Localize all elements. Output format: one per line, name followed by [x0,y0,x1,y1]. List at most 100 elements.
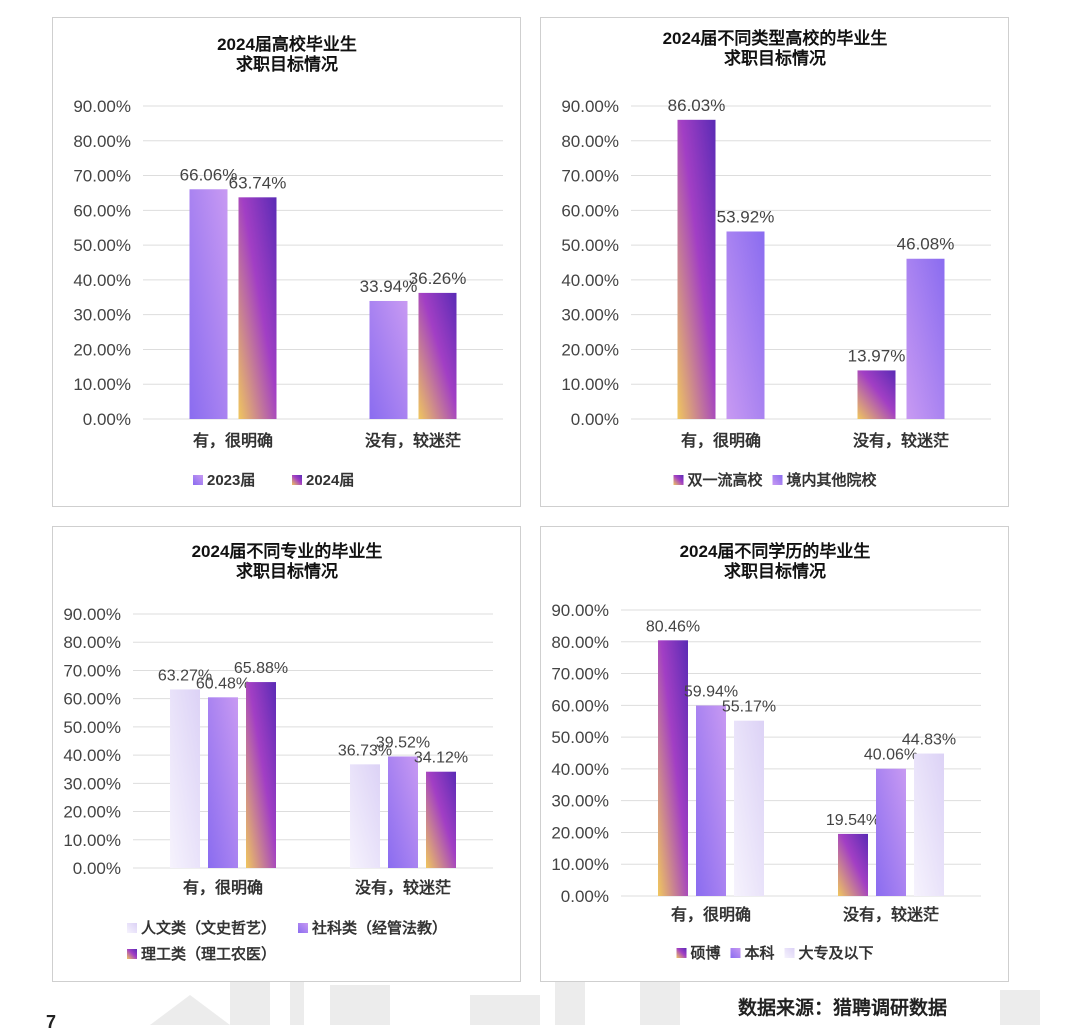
legend-swatch [127,923,137,933]
legend-swatch [676,948,687,958]
bar [246,682,276,868]
data-source-note: 数据来源：猎聘调研数据 [738,998,948,1019]
y-tick-label: 60.00% [551,696,609,715]
legend-label: 本科 [745,944,775,962]
bar [914,753,944,896]
legend-swatch [292,475,302,485]
chart-panel-degree: 2024届不同学历的毕业生 求职目标情况 0.00% 10.00% 20.00% 30.0… [540,526,1009,982]
bar [857,370,896,419]
legend-swatch [784,948,795,958]
bar [677,119,716,420]
background-skyline [150,780,1040,1025]
y-tick-label: 0.00% [83,410,131,429]
x-category-label: 没有，较迷茫 [843,905,939,924]
y-tick-label: 60.00% [63,690,121,709]
legend-swatch [127,949,137,959]
data-label: 86.03% [668,96,726,115]
bar [838,833,868,896]
y-tick-label: 60.00% [561,201,619,220]
y-tick-label: 10.00% [551,855,609,874]
data-label: 55.17% [722,699,776,716]
legend-swatch [673,475,684,485]
data-label: 63.74% [229,173,287,192]
y-tick-label: 90.00% [561,97,619,116]
y-tick-label: 20.00% [561,340,619,359]
legend-label: 人文类（文史哲艺） [141,919,276,937]
y-tick-label: 30.00% [73,306,131,325]
data-label: 36.73% [338,742,392,759]
bar [388,756,418,868]
y-tick-label: 40.00% [551,760,609,779]
bar [426,771,456,868]
legend-label: 大专及以下 [799,944,874,962]
y-tick-label: 60.00% [73,201,131,220]
bar [238,197,277,419]
bar [906,258,945,419]
y-tick-label: 30.00% [63,774,121,793]
y-tick-label: 90.00% [63,605,121,624]
legend-swatch [730,948,741,958]
bar [170,689,200,868]
y-tick-label: 0.00% [561,887,609,906]
bar [876,768,906,896]
legend-swatch [193,475,203,485]
chart-title-line: 2024届高校毕业生 [217,34,357,54]
x-category-label: 没有，较迷茫 [853,431,949,450]
data-label: 40.06% [864,747,918,764]
y-tick-label: 80.00% [551,633,609,652]
data-label: 13.97% [848,346,906,365]
y-tick-label: 30.00% [551,792,609,811]
bar [418,292,457,419]
data-label: 46.08% [897,235,955,254]
data-label: 63.27% [158,667,212,684]
y-tick-label: 10.00% [73,375,131,394]
x-category-label: 有，很明确 [193,431,273,450]
bar [696,705,726,896]
y-tick-label: 70.00% [551,665,609,684]
y-tick-label: 90.00% [551,601,609,620]
chart-title-line: 求职目标情况 [724,561,826,581]
y-tick-label: 80.00% [561,132,619,151]
y-tick-label: 0.00% [73,859,121,878]
x-category-label: 有，很明确 [681,431,761,450]
y-tick-label: 30.00% [561,306,619,325]
y-tick-label: 50.00% [63,718,121,737]
y-tick-label: 0.00% [571,410,619,429]
y-tick-label: 10.00% [63,831,121,850]
x-category-label: 没有，较迷茫 [365,431,461,450]
legend-label: 理工类（理工农医） [141,945,276,963]
y-tick-label: 40.00% [63,746,121,765]
legend-label: 2023届 [207,472,255,489]
y-tick-label: 10.00% [561,375,619,394]
chart-panel-major: 2024届不同专业的毕业生 求职目标情况 0.00% 10.00% 20.00% 30.0… [52,526,521,982]
y-tick-label: 20.00% [63,803,121,822]
legend-label: 硕博 [691,944,721,962]
bar [208,697,238,868]
y-tick-label: 90.00% [73,97,131,116]
data-label: 66.06% [180,165,238,184]
chart-title-line: 求职目标情况 [724,48,826,68]
chart-title-line: 求职目标情况 [236,54,338,74]
data-label: 36.26% [409,269,467,288]
y-tick-label: 40.00% [561,271,619,290]
data-label: 34.12% [414,750,468,767]
x-category-label: 有，很明确 [671,905,751,924]
legend-swatch [298,923,308,933]
data-label: 44.83% [902,732,956,749]
chart-panel-school-type: 2024届不同类型高校的毕业生 求职目标情况 0.00% 10.00% 20.00% 30… [540,17,1009,507]
y-tick-label: 40.00% [73,271,131,290]
legend-label: 社科类（经管法教） [311,919,447,937]
x-category-label: 有，很明确 [183,878,263,897]
y-tick-label: 20.00% [551,823,609,842]
data-label: 19.54% [826,812,880,829]
chart-title-line: 2024届不同学历的毕业生 [680,541,871,561]
data-label: 80.46% [646,618,700,635]
legend-label: 双一流高校 [688,471,764,489]
bar [658,640,688,896]
bar [189,189,228,419]
legend-label: 境内其他院校 [787,471,878,489]
data-label: 60.48% [196,675,250,692]
x-category-label: 没有，较迷茫 [355,878,451,897]
